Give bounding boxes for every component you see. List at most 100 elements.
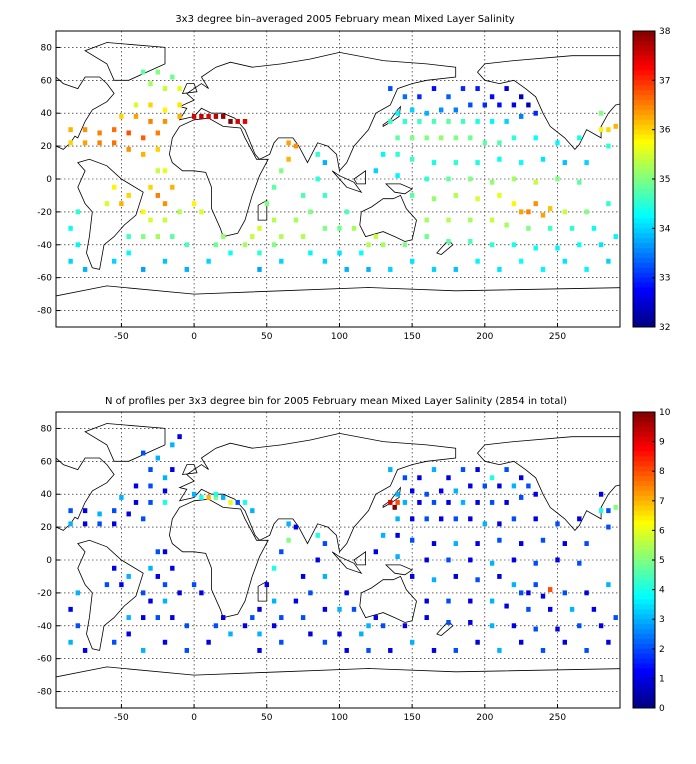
bin-cell [453, 107, 458, 113]
bin-cell [439, 135, 444, 141]
bin-cell [162, 500, 168, 505]
bin-cell [199, 495, 204, 500]
colorbar-segment [633, 431, 655, 438]
continent-outline [84, 423, 166, 462]
salinity-cells [68, 69, 618, 272]
bin-cell [446, 598, 451, 604]
bin-cell [388, 500, 393, 505]
colorbar-tick-label: 7 [659, 497, 665, 507]
bin-cell [141, 615, 146, 620]
bin-cell [97, 521, 102, 527]
colorbar-segment [633, 55, 655, 62]
bin-cell [177, 86, 182, 91]
bin-cell [112, 140, 117, 146]
colorbar-segment [633, 693, 655, 699]
bin-cell [519, 114, 524, 119]
bin-cell [460, 119, 466, 124]
bin-cell [446, 94, 451, 100]
bin-cell [577, 623, 582, 629]
continent-outline [178, 432, 457, 553]
bin-cell [489, 500, 495, 505]
colorbar-segment [633, 233, 655, 239]
colorbar-segment [633, 446, 655, 452]
bin-cell [337, 250, 342, 256]
continent-outline [385, 183, 413, 195]
colorbar-segment [633, 75, 655, 81]
bin-cell [242, 119, 248, 124]
bin-cell [228, 500, 233, 505]
bin-cell [104, 582, 110, 588]
bin-cell [184, 267, 189, 272]
bin-cell [148, 102, 153, 108]
bin-cell [540, 648, 546, 653]
bin-cell [613, 123, 618, 129]
bin-cell [359, 250, 364, 256]
bin-cell [533, 626, 538, 632]
colorbar-segment [633, 272, 655, 279]
bin-cell [424, 110, 429, 116]
bin-cell [68, 140, 73, 146]
continent-outline [56, 457, 115, 531]
colorbar-segment [633, 282, 655, 289]
bin-cell [569, 225, 575, 231]
bin-cell [162, 475, 168, 481]
bin-cell [519, 475, 524, 481]
colorbar-segment [633, 139, 655, 145]
bin-cell [112, 508, 117, 514]
colorbar-segment [633, 441, 655, 448]
bin-cell [424, 491, 429, 497]
bin-cell [119, 201, 124, 207]
bin-cell [279, 168, 284, 174]
bin-cell [468, 217, 473, 223]
x-tick-label: 100 [331, 332, 348, 342]
colorbar-segment [633, 50, 655, 57]
colorbar-segment [633, 500, 655, 507]
x-tick-label: 50 [261, 713, 273, 723]
bin-cell [497, 483, 502, 489]
y-tick-label: 0 [46, 175, 52, 185]
y-tick-label: 0 [46, 556, 52, 566]
colorbar-segment [633, 545, 655, 551]
bin-cell [213, 623, 219, 629]
bin-cell [271, 598, 277, 604]
bin-cell [162, 598, 168, 604]
bin-cell [162, 119, 168, 124]
bin-cell [126, 250, 131, 256]
bin-cell [497, 193, 502, 198]
bin-cell [439, 516, 444, 522]
y-tick-label: -60 [37, 655, 52, 665]
colorbar-segment [633, 193, 655, 200]
bin-cell [489, 94, 495, 100]
bin-cell [562, 209, 567, 215]
colorbar-segment [633, 495, 655, 502]
bin-cell [170, 234, 175, 239]
bin-cell [577, 560, 582, 566]
bin-cell [315, 176, 320, 182]
bin-cell [475, 86, 480, 91]
bin-cell [489, 217, 495, 223]
bin-cell [439, 488, 444, 494]
bin-cell [424, 598, 429, 604]
x-tick-label: 200 [476, 332, 493, 342]
colorbar-segment [633, 673, 655, 679]
bin-cell [606, 639, 611, 645]
bin-cell [598, 508, 604, 514]
bin-cell [206, 495, 211, 500]
bin-cell [584, 590, 589, 596]
bin-cell [453, 193, 458, 198]
colorbar-segment [633, 119, 655, 126]
colorbar-segment [633, 228, 655, 234]
bin-cell [148, 565, 153, 571]
bin-cell [519, 639, 524, 645]
bin-cell [424, 176, 429, 182]
bin-cell [359, 631, 364, 637]
bin-cell [410, 537, 415, 543]
bin-cell [606, 258, 611, 264]
bin-cell [591, 606, 597, 612]
bin-cell [97, 511, 102, 517]
bin-cell [482, 483, 487, 489]
bin-cell [228, 250, 233, 256]
colorbar-segment [633, 653, 655, 660]
bin-cell [286, 521, 291, 527]
